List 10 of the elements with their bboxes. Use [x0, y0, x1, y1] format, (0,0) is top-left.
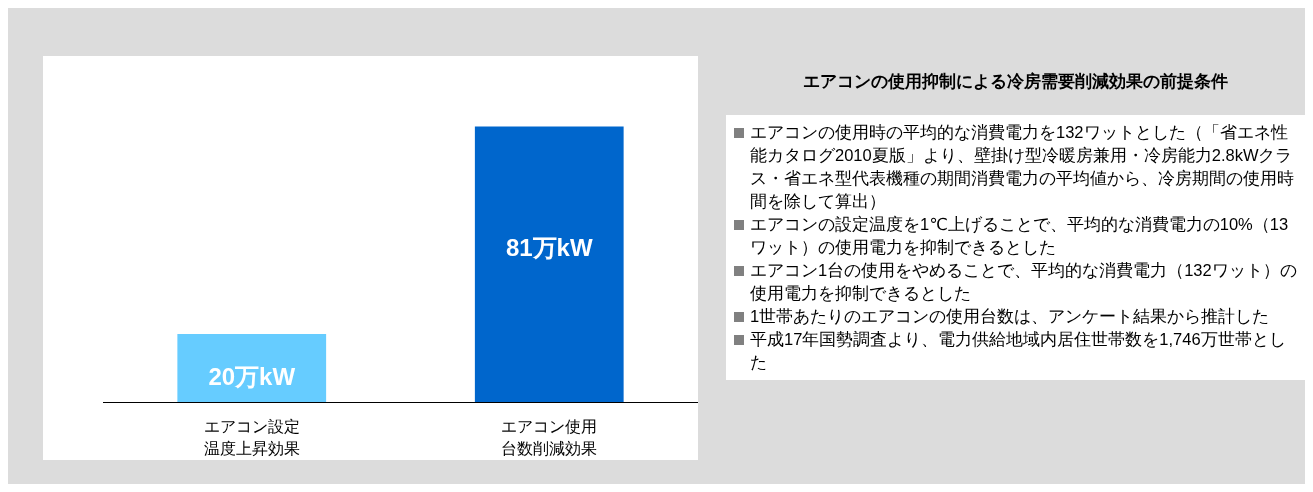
- text: 1世帯あたりのエアコンの使用台数は、アンケート結果から推計した: [750, 306, 1270, 327]
- x-tick-label: エアコン設定温度上昇効果: [202, 417, 301, 459]
- text: エアコンの設定温度を1℃上げることで、平均的な消費電力の10%（13ワット）の使用電力を抑制できるとした: [750, 214, 1290, 258]
- text: 平成17年国勢調査より、電力供給地域内居住世帯数を1,746万世帯とした: [750, 329, 1287, 373]
- text: エアコン1台の使用をやめることで、平均的な消費電力（132ワット）の使用電力を抑制できるとした: [750, 260, 1298, 304]
- data-label: 81万kW: [505, 233, 593, 261]
- x-tick-label: エアコン使用台数削減効果: [500, 417, 599, 459]
- data-label: 20万kW: [208, 362, 296, 390]
- text: エアコンの使用抑制による冷房需要削減効果の前提条件: [801, 71, 1229, 93]
- text: エアコンの使用時の平均的な消費電力を132ワットとした（「省エネ性能カタログ2010夏版」より、壁掛け型冷暖房兼用・冷房能力2.8kWクラス・省エネ型代表機種の期間消費電力の平均値から、冷房期間の使用時間を除して算出）: [750, 122, 1295, 212]
